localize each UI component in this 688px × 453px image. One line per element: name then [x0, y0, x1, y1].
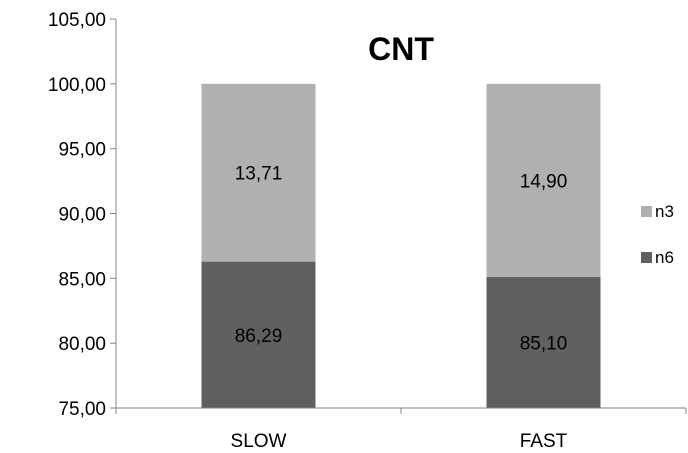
y-tick-label: 105,00: [48, 10, 106, 31]
y-tick-label: 85,00: [58, 269, 106, 290]
data-label-n3: 14,90: [520, 171, 568, 192]
legend-swatch-n3: [641, 206, 652, 217]
x-axis-ticks: SLOW FAST: [115, 408, 687, 452]
data-label-n6: 86,29: [235, 326, 283, 347]
bar-segment-n6: [201, 261, 316, 408]
bar-segment-n3: [486, 83, 601, 278]
legend: n3 n6: [641, 202, 674, 267]
y-tick-label: 100,00: [48, 75, 106, 96]
bar-segment-n3: [201, 83, 316, 262]
x-category-label: FAST: [520, 431, 568, 452]
legend-swatch-n6: [641, 252, 652, 263]
x-category-label: SLOW: [231, 431, 287, 452]
legend-label-n3: n3: [655, 202, 674, 221]
y-axis-ticks: 75,00 80,00 85,00 90,00 95,00 100,00 105,00: [48, 10, 116, 420]
bars-group: [201, 83, 601, 408]
legend-label-n6: n6: [655, 248, 674, 267]
y-tick-label: 75,00: [58, 399, 106, 420]
y-tick-label: 90,00: [58, 205, 106, 226]
y-tick-label: 80,00: [58, 334, 106, 355]
chart-title: CNT: [368, 31, 434, 67]
y-tick-label: 95,00: [58, 140, 106, 161]
bar-segment-n6: [486, 277, 601, 408]
data-label-n6: 85,10: [520, 334, 568, 355]
data-labels: 86,29 13,71 85,10 14,90: [235, 164, 568, 355]
data-label-n3: 13,71: [235, 164, 283, 185]
